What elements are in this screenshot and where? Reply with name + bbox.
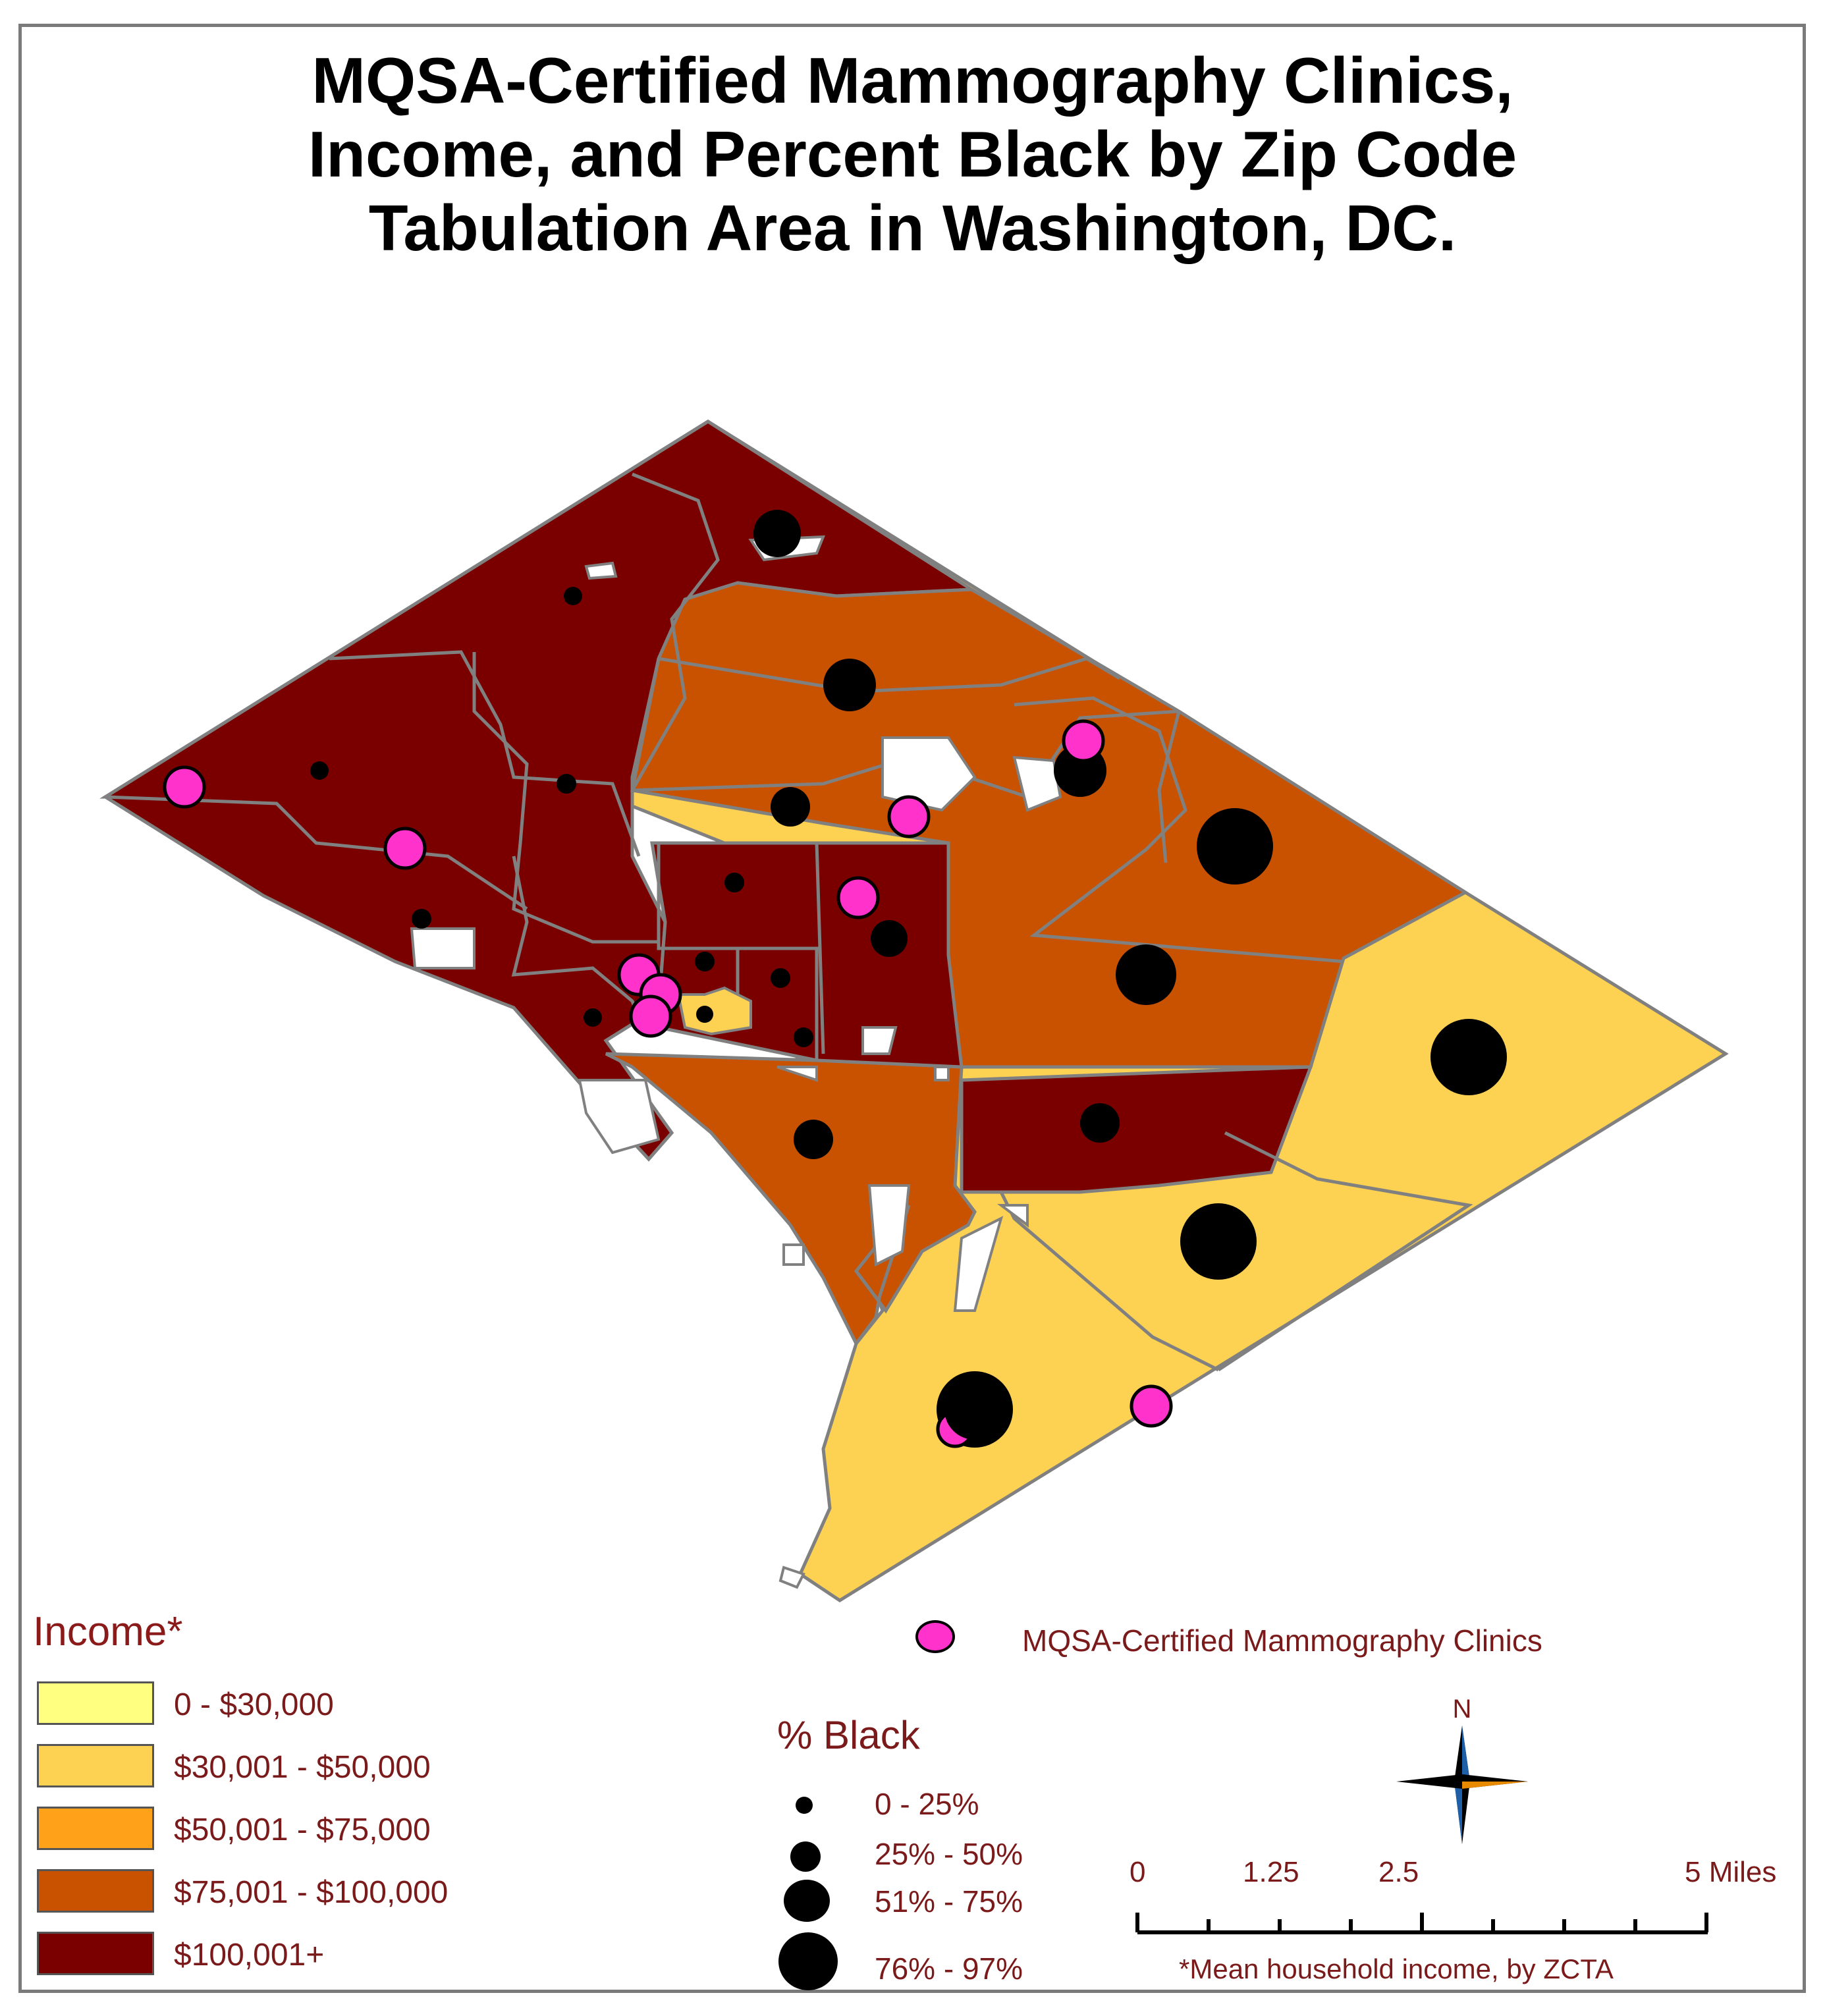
income-label: $100,001+ [174, 1938, 325, 1973]
black-circle [794, 1027, 813, 1047]
black-circle [794, 1120, 833, 1159]
black-circle [1180, 1203, 1257, 1280]
clinic-marker [1130, 1384, 1173, 1428]
clinic-marker [1062, 719, 1105, 763]
percent-black-legend-title: % Black [777, 1713, 920, 1757]
scale-ruler [1135, 1913, 1708, 1934]
title-line-3: Tabulation Area in Washington, DC. [368, 192, 1457, 264]
title-line-1: MQSA-Certified Mammography Clinics, [312, 44, 1513, 117]
clinic-marker [383, 827, 427, 870]
income-label: $75,001 - $100,000 [174, 1875, 449, 1910]
black-circle [823, 659, 876, 711]
non-residential-areas [410, 535, 1062, 1589]
black-circle-overlay [944, 1379, 1005, 1440]
income-label: $50,001 - $75,000 [174, 1812, 431, 1847]
zcta-downtown-enclave [676, 986, 752, 1036]
black-circle [1197, 808, 1273, 885]
black-circle [724, 873, 744, 892]
clinic-legend-label: MQSA-Certified Mammography Clinics [1022, 1623, 1542, 1658]
clinic-marker [163, 765, 206, 809]
clinic-symbol-icon [915, 1620, 955, 1653]
north-label: N [1453, 1695, 1472, 1724]
black-circle [1080, 1103, 1120, 1143]
map-frame [18, 24, 1806, 1993]
black-circle [771, 968, 790, 988]
scale-label: 1.25 [1243, 1856, 1299, 1888]
income-swatch [37, 1744, 154, 1787]
income-swatch [37, 1932, 154, 1975]
black-circle [310, 761, 329, 780]
mqsa-clinic-markers [163, 719, 1173, 1448]
clinic-marker [629, 994, 672, 1038]
income-label: $30,001 - $50,000 [174, 1750, 431, 1785]
compass-rose-icon: N [1396, 1695, 1528, 1844]
black-circle [771, 787, 810, 827]
black-circle [412, 909, 431, 929]
percent-black-label: 25% - 50% [875, 1837, 1023, 1871]
clinic-marker [836, 876, 880, 919]
scale-label: 0 [1130, 1856, 1146, 1888]
income-legend-title: Income* [33, 1609, 183, 1654]
income-footnote: *Mean household income, by ZCTA [1179, 1953, 1614, 1984]
black-circle [557, 774, 576, 794]
black-circle [871, 920, 908, 957]
black-dot-medium-icon [790, 1841, 821, 1872]
title-line-2: Income, and Percent Black by Zip Code [308, 118, 1517, 190]
black-dot-xlarge-icon [778, 1932, 838, 1990]
percent-black-label: 51% - 75% [875, 1884, 1023, 1919]
percent-black-label: 76% - 97% [875, 1951, 1023, 1986]
black-circle [1430, 1019, 1507, 1095]
black-circle [695, 952, 715, 971]
black-circle [584, 1008, 602, 1027]
scale-label: 2.5 [1378, 1856, 1419, 1888]
scale-label: 5 Miles [1685, 1856, 1777, 1888]
map-title: MQSA-Certified Mammography Clinics, Inco… [0, 43, 1825, 265]
clinic-marker [887, 795, 931, 838]
black-circle [1116, 944, 1176, 1005]
black-circle [564, 587, 582, 605]
percent-black-label: 0 - 25% [875, 1787, 979, 1821]
zcta-boundaries [105, 472, 1473, 1372]
income-swatch [37, 1807, 154, 1850]
income-swatch [37, 1869, 154, 1913]
black-circle [696, 1006, 713, 1023]
black-circle [753, 510, 801, 557]
income-label: 0 - $30,000 [174, 1687, 334, 1722]
black-dot-large-icon [784, 1880, 830, 1922]
black-dot-small-icon [796, 1797, 813, 1814]
income-swatch [37, 1681, 154, 1725]
zcta-region-east [960, 1065, 1313, 1194]
